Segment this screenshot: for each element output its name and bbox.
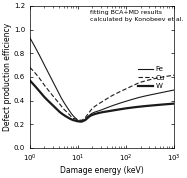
W [170,103,172,105]
W [98,112,101,114]
W [173,103,175,105]
Fe [173,89,175,91]
Line: Cu: Cu [30,67,174,120]
Fe [29,37,31,39]
Fe [98,109,101,112]
Y-axis label: Defect production efficiency: Defect production efficiency [4,23,13,131]
Fe [79,121,81,123]
Line: W: W [30,80,174,121]
Fe [115,103,117,106]
W [147,105,149,107]
Cu [79,119,81,121]
Legend: Fe, Cu, W: Fe, Cu, W [135,63,168,92]
Fe [147,94,149,96]
W [29,79,31,82]
Cu [170,75,172,77]
Cu [107,97,109,99]
Fe [98,110,100,112]
W [98,112,100,114]
W [77,120,79,122]
Cu [98,102,101,104]
W [107,110,109,112]
Text: fitting BCA+MD results
calculated by Konobeev et al.: fitting BCA+MD results calculated by Kon… [91,10,184,22]
Line: Fe: Fe [30,38,174,122]
Cu [29,66,31,69]
Cu [173,74,175,76]
X-axis label: Damage energy (keV): Damage energy (keV) [60,166,144,174]
Fe [170,90,172,92]
Cu [115,93,117,95]
Fe [107,106,109,108]
Cu [98,103,100,105]
Cu [147,79,149,81]
W [115,109,117,111]
